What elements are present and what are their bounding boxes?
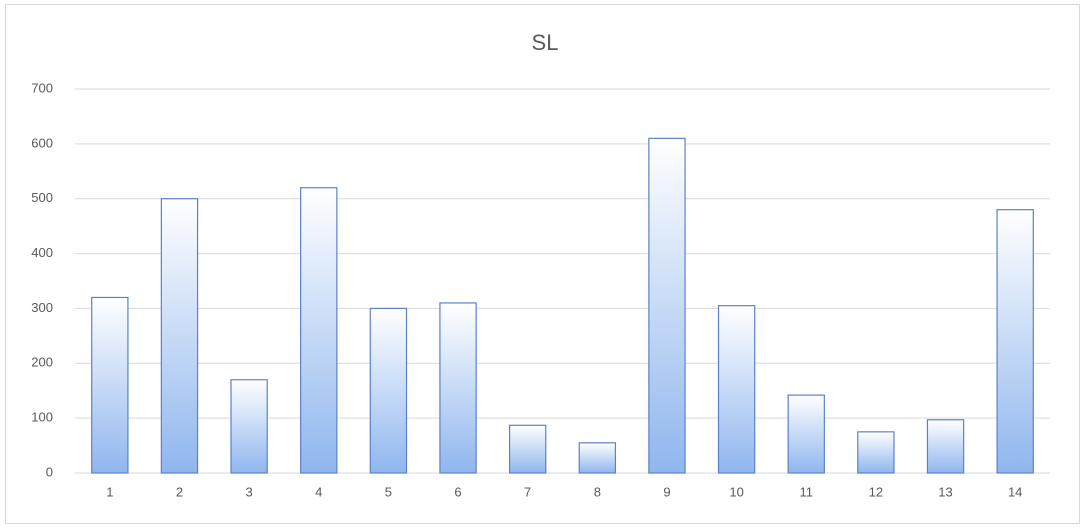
y-tick-label: 0 — [46, 464, 53, 479]
y-tick-label: 200 — [31, 355, 53, 370]
bar — [91, 296, 129, 474]
x-tick-label: 10 — [729, 484, 743, 499]
x-tick-label: 13 — [938, 484, 952, 499]
bar — [369, 307, 408, 474]
x-tick-label: 7 — [524, 484, 531, 499]
bar — [230, 379, 268, 474]
bar — [300, 187, 338, 474]
x-tick-label: 12 — [869, 484, 883, 499]
bar — [160, 198, 199, 474]
bar — [926, 419, 965, 474]
y-tick-label: 500 — [31, 190, 53, 205]
x-tick-label: 8 — [594, 484, 601, 499]
x-tick-label: 9 — [663, 484, 670, 499]
x-tick-label: 14 — [1008, 484, 1022, 499]
bar — [787, 394, 825, 474]
y-tick-label: 400 — [31, 245, 53, 260]
x-tick-label: 1 — [106, 484, 113, 499]
y-tick-label: 600 — [31, 135, 53, 150]
chart-title: SL — [532, 30, 559, 55]
x-tick-label: 6 — [454, 484, 461, 499]
bar — [857, 431, 895, 474]
x-tick-label: 4 — [315, 484, 322, 499]
y-tick-label: 100 — [31, 410, 53, 425]
bar — [717, 305, 756, 474]
bar — [508, 424, 547, 474]
x-tick-label: 11 — [800, 484, 814, 499]
x-tick-label: 5 — [385, 484, 392, 499]
x-tick-label: 2 — [176, 484, 183, 499]
x-tick-label: 3 — [245, 484, 252, 499]
bar — [648, 137, 686, 474]
bar — [439, 302, 477, 474]
bar — [578, 442, 617, 474]
y-tick-label: 700 — [31, 80, 53, 95]
bar — [996, 209, 1034, 474]
y-tick-label: 300 — [31, 300, 53, 315]
